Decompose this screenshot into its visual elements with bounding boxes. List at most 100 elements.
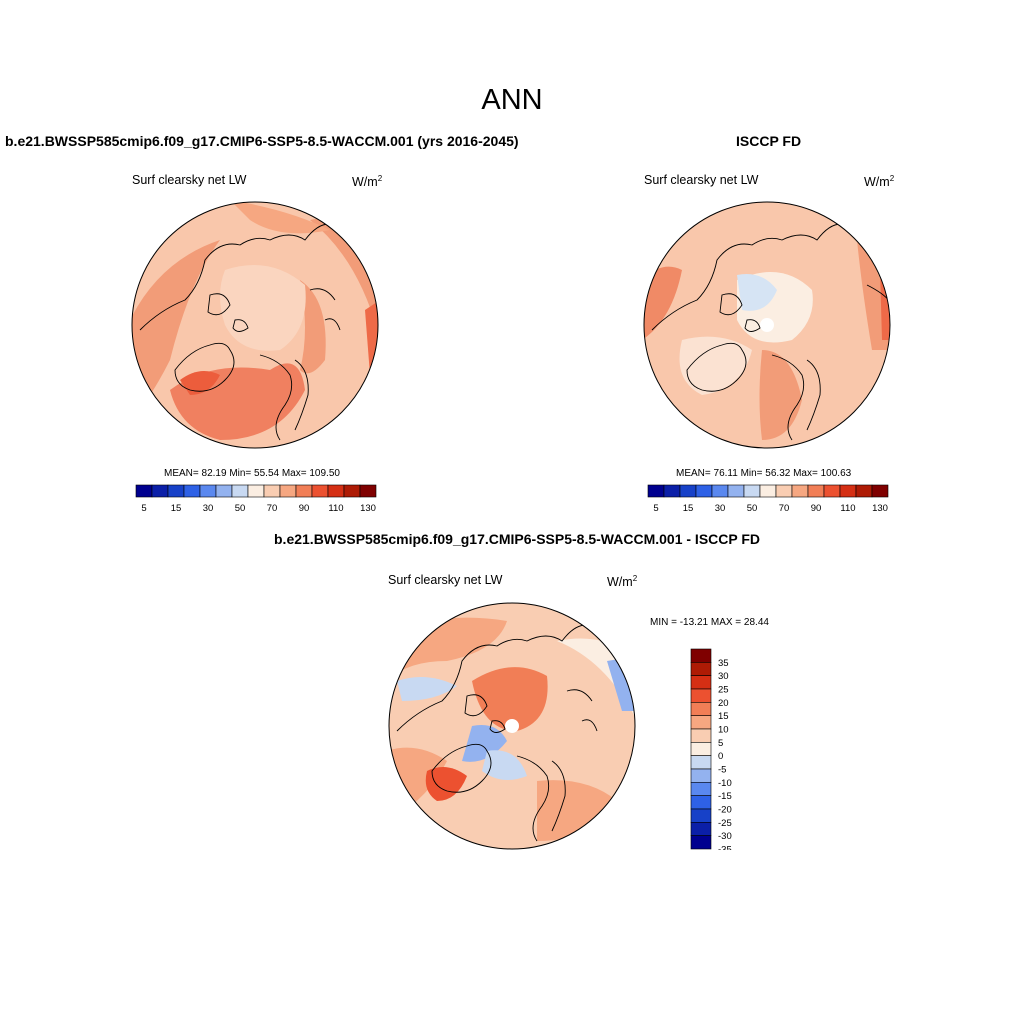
contour-fill <box>482 750 527 780</box>
colorbar-swatch <box>839 484 857 498</box>
colorbar-tick-label: 90 <box>811 503 822 514</box>
map-boundary <box>131 201 379 449</box>
colorbar-swatch <box>690 768 712 783</box>
left-units-label: W/m2 <box>352 174 383 190</box>
colorbar-tick-label: 25 <box>718 685 729 696</box>
colorbar-swatch <box>679 484 697 498</box>
data-gap <box>760 318 774 332</box>
contour-fill <box>537 780 617 841</box>
contour-fill <box>737 274 777 311</box>
colorbar-tick-label: 5 <box>653 503 658 514</box>
colorbar-swatch <box>327 484 345 498</box>
colorbar-tick-label: 110 <box>840 503 855 514</box>
diff-variable-label: Surf clearsky net LW <box>388 573 503 587</box>
left-variable-label: Surf clearsky net LW <box>132 173 247 187</box>
right-colorbar: 5 15 30 50 70 90 110 130 <box>647 484 889 514</box>
contour-fill <box>300 280 326 374</box>
colorbar-tick-label: 10 <box>718 725 729 736</box>
colorbar-swatch <box>690 728 712 743</box>
coastline <box>174 342 235 392</box>
map-boundary <box>643 201 891 449</box>
colorbar-swatch <box>167 484 185 498</box>
map-boundary <box>388 602 636 850</box>
colorbar-tick-label: 35 <box>718 658 729 669</box>
colorbar-tick-label: 70 <box>779 503 790 514</box>
colorbar-swatch <box>311 484 329 498</box>
colorbar-swatch <box>647 484 665 498</box>
diff-panel-title: b.e21.BWSSP585cmip6.f09_g17.CMIP6-SSP5-8… <box>274 531 761 547</box>
colorbar-swatch <box>359 484 377 498</box>
colorbar-tick-label: 5 <box>141 503 146 514</box>
coastline <box>686 342 747 392</box>
right-units-label: W/m2 <box>864 174 895 190</box>
coastline <box>259 354 309 441</box>
contour-fill <box>180 371 220 395</box>
colorbar-tick-label: 0 <box>718 751 723 762</box>
colorbar-tick-label: -30 <box>718 831 732 842</box>
coastline <box>309 288 341 331</box>
colorbar-tick-label: 30 <box>715 503 726 514</box>
colorbar-tick-label: 130 <box>360 503 376 514</box>
colorbar-swatch <box>690 702 712 716</box>
coastline <box>651 223 848 331</box>
colorbar-tick-label: 130 <box>872 503 888 514</box>
left-stats: MEAN= 82.19 Min= 55.54 Max= 109.50 <box>164 468 340 479</box>
data-gap <box>505 719 519 733</box>
colorbar-tick-label: 30 <box>718 671 729 682</box>
colorbar-swatch <box>807 484 825 498</box>
colorbar-swatch <box>231 484 249 498</box>
colorbar-tick-label: 5 <box>718 738 723 749</box>
colorbar-swatch <box>690 782 712 796</box>
coastline <box>396 624 593 732</box>
colorbar-tick-label: -35 <box>718 845 732 851</box>
colorbar-swatch <box>199 484 217 498</box>
colorbar-tick-label: 15 <box>718 711 729 722</box>
diff-polar-map <box>388 602 636 850</box>
left-polar-map <box>131 201 379 449</box>
colorbar-swatch <box>690 822 712 836</box>
coastline <box>566 689 598 732</box>
colorbar-tick-label: -15 <box>718 791 732 802</box>
colorbar-tick-label: -20 <box>718 805 732 816</box>
coastline <box>719 293 761 332</box>
colorbar-swatch <box>690 835 712 850</box>
colorbar-swatch <box>727 484 745 498</box>
colorbar-swatch <box>759 484 777 498</box>
colorbar-swatch <box>151 484 169 498</box>
right-panel-title: ISCCP FD <box>736 133 802 149</box>
contour-fill <box>132 240 220 420</box>
contour-fill <box>220 265 306 351</box>
colorbar-tick-label: 90 <box>299 503 310 514</box>
coastline <box>464 694 506 733</box>
figure-title: ANN <box>481 84 543 116</box>
colorbar-tick-label: 70 <box>267 503 278 514</box>
colorbar-swatch <box>695 484 713 498</box>
colorbar-swatch <box>183 484 201 498</box>
contour-fill <box>230 202 330 234</box>
colorbar-swatch <box>690 688 712 703</box>
colorbar-swatch <box>279 484 297 498</box>
colorbar-swatch <box>663 484 681 498</box>
contour-fill <box>462 725 507 762</box>
contour-fill <box>397 677 457 701</box>
right-variable-label: Surf clearsky net LW <box>644 173 759 187</box>
colorbar-swatch <box>711 484 729 498</box>
colorbar-swatch <box>823 484 841 498</box>
diff-colorbar: 35 30 25 20 15 10 5 0 -5 -10 -15 -20 -25 -30 -35 <box>690 648 732 851</box>
colorbar-tick-label: 15 <box>683 503 694 514</box>
colorbar-swatch <box>871 484 889 498</box>
colorbar-swatch <box>690 675 712 690</box>
coastline <box>139 223 336 331</box>
diff-units-label: W/m2 <box>607 574 638 590</box>
colorbar-tick-label: 50 <box>747 503 758 514</box>
colorbar-swatch <box>247 484 265 498</box>
colorbar-swatch <box>690 742 712 756</box>
coastline <box>771 354 821 441</box>
colorbar-swatch <box>263 484 281 498</box>
colorbar-swatch <box>135 484 153 498</box>
coastline <box>516 755 566 842</box>
colorbar-tick-label: 110 <box>328 503 343 514</box>
right-stats: MEAN= 76.11 Min= 56.32 Max= 100.63 <box>676 468 852 479</box>
colorbar-swatch <box>690 648 712 663</box>
colorbar-swatch <box>775 484 793 498</box>
